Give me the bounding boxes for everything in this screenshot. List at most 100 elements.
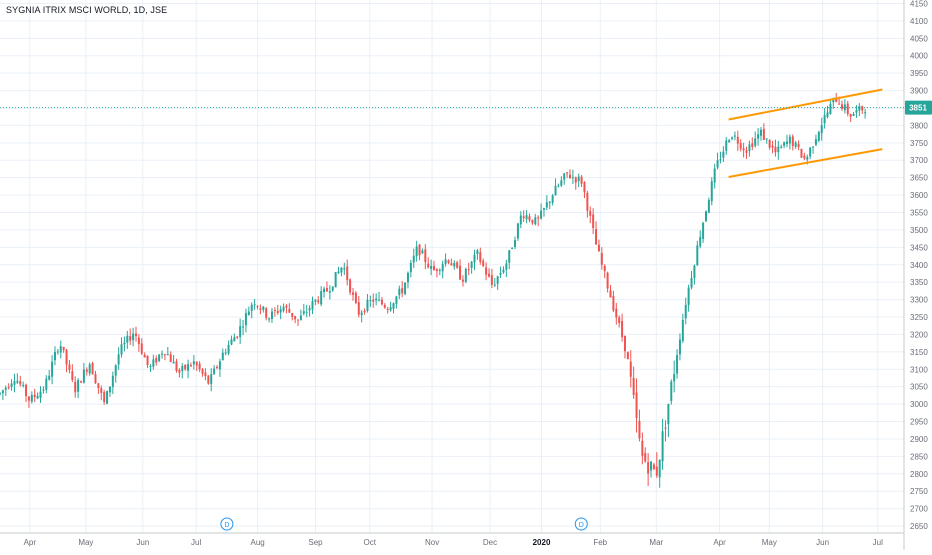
x-tick-label: May	[762, 538, 777, 547]
y-tick-label: 2850	[910, 452, 928, 461]
candle-body	[106, 391, 109, 404]
event-marker-label: D	[579, 522, 584, 529]
candle-body	[687, 287, 690, 306]
candle-body	[673, 374, 676, 382]
candle-body	[771, 145, 774, 148]
candle-body	[548, 201, 551, 203]
candle-body	[270, 311, 273, 320]
candle-body	[120, 344, 123, 355]
candle-body	[560, 180, 563, 186]
candle-body	[357, 302, 360, 315]
candle-body	[216, 367, 219, 369]
candle-body	[181, 366, 184, 372]
candle-body	[696, 245, 699, 266]
candle-body	[661, 431, 664, 462]
candle-body	[22, 384, 25, 386]
candle-body	[239, 326, 242, 338]
candle-body	[652, 464, 655, 470]
candle-body	[453, 262, 456, 267]
y-tick-label: 3600	[910, 191, 928, 200]
candle-body	[421, 250, 424, 254]
candle-body	[519, 215, 522, 225]
candle-body	[676, 355, 679, 374]
candle-body	[386, 308, 389, 310]
candle-body	[569, 174, 572, 179]
y-tick-label: 3900	[910, 87, 928, 96]
candle-body	[623, 335, 626, 352]
candle-body	[82, 369, 85, 383]
candle-body	[80, 381, 83, 383]
candle-body	[858, 106, 861, 111]
candle-body	[745, 150, 748, 153]
candle-body	[36, 396, 39, 399]
y-tick-label: 3350	[910, 278, 928, 287]
candle-body	[508, 250, 511, 263]
x-tick-label: Dec	[483, 538, 497, 547]
channel-line-upper	[728, 88, 883, 121]
candle-body	[783, 142, 786, 146]
candle-body	[30, 395, 33, 402]
candle-body	[493, 284, 496, 286]
candle-body	[551, 195, 554, 203]
candle-body	[702, 222, 705, 239]
candle-body	[736, 136, 739, 144]
candle-body	[65, 349, 68, 365]
y-tick-label: 3000	[910, 400, 928, 409]
candle-body	[169, 354, 172, 362]
candle-body	[502, 269, 505, 273]
y-tick-label: 3950	[910, 69, 928, 78]
candle-body	[325, 288, 328, 292]
y-tick-label: 3750	[910, 139, 928, 148]
candle-body	[806, 156, 809, 160]
y-tick-label: 2800	[910, 470, 928, 479]
candle-body	[97, 383, 100, 389]
candle-body	[143, 354, 146, 358]
candle-body	[615, 308, 618, 318]
candle-body	[253, 304, 256, 306]
x-tick-label: Jun	[816, 538, 829, 547]
candle-body	[566, 172, 569, 174]
candle-body	[285, 305, 288, 308]
candle-body	[849, 114, 852, 117]
candle-body	[629, 361, 632, 377]
candle-body	[331, 286, 334, 291]
candle-body	[800, 148, 803, 158]
candle-body	[16, 380, 19, 383]
candle-body	[427, 263, 430, 268]
candle-body	[129, 336, 132, 341]
candle-body	[108, 386, 111, 393]
candle-body	[557, 185, 560, 187]
candle-body	[337, 271, 340, 274]
candle-body	[571, 177, 574, 179]
candle-body	[0, 393, 1, 395]
candle-body	[178, 369, 181, 373]
candle-body	[192, 361, 195, 365]
candle-body	[354, 292, 357, 303]
candle-body	[534, 217, 537, 225]
candle-body	[473, 254, 476, 263]
candle-body	[166, 353, 169, 355]
candle-body	[213, 368, 216, 375]
candle-body	[759, 129, 762, 136]
chart-title: SYGNIA ITRIX MSCI WORLD, 1D, JSE	[6, 5, 168, 15]
y-tick-label: 4000	[910, 52, 928, 61]
candle-body	[733, 135, 736, 137]
candle-body	[707, 200, 710, 213]
candle-body	[626, 352, 629, 360]
candle-body	[314, 299, 317, 302]
x-tick-label: May	[78, 538, 93, 547]
candle-body	[184, 364, 187, 370]
y-tick-label: 3650	[910, 174, 928, 183]
event-marker-icon	[574, 517, 588, 531]
candle-body	[467, 268, 470, 270]
candle-body	[187, 364, 190, 371]
candle-body	[826, 112, 829, 117]
candle-body	[383, 304, 386, 308]
candle-body	[297, 319, 300, 321]
candle-body	[299, 315, 302, 321]
candle-body	[820, 125, 823, 134]
candle-body	[389, 307, 392, 311]
candle-body	[438, 269, 441, 271]
candle-body	[768, 140, 771, 148]
